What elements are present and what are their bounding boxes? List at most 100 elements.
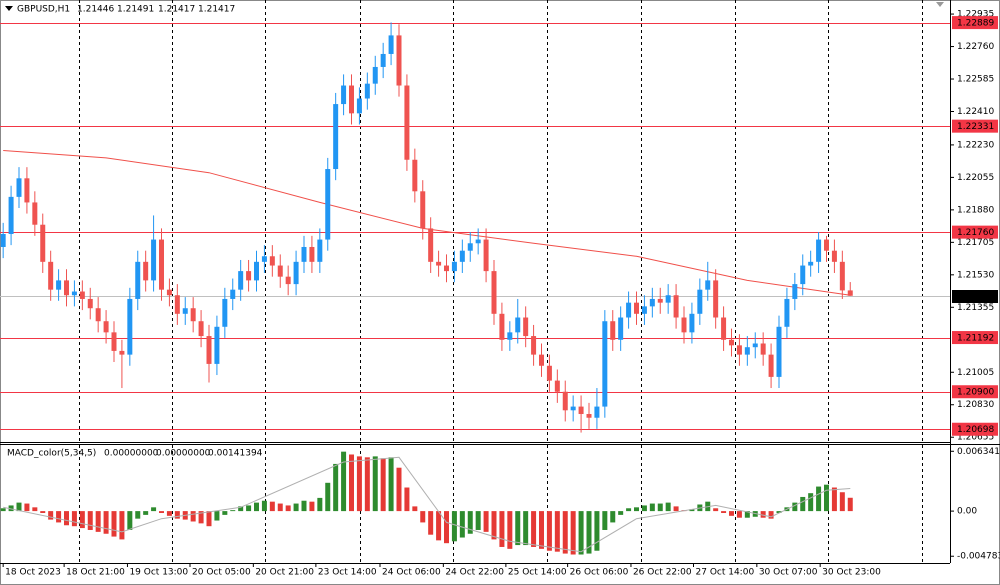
macd-bar — [64, 511, 69, 526]
macd-bar — [317, 497, 323, 512]
candle-body — [64, 280, 69, 296]
candle-body — [831, 250, 837, 262]
ohlc-value: 1.21417 — [158, 5, 195, 15]
y-tick-label: 0.00 — [957, 507, 977, 517]
macd-bar — [380, 458, 386, 512]
macd-bar — [95, 511, 101, 532]
macd-bar — [206, 511, 212, 527]
candle-body — [111, 332, 117, 351]
macd-bar — [531, 511, 537, 547]
candle-body — [24, 178, 30, 203]
level-label-box — [952, 16, 998, 30]
y-tick-label: -0.0047830 — [957, 552, 1000, 562]
candle-body — [713, 280, 719, 318]
macd-bar — [824, 484, 829, 512]
candle-body — [641, 306, 647, 314]
y-tick-label: 1.22230 — [957, 140, 994, 150]
candle-body — [166, 289, 172, 296]
candle-body — [760, 343, 766, 355]
macd-bar — [293, 503, 299, 512]
candle-body — [32, 202, 38, 225]
macd-bar — [71, 511, 77, 527]
candle-body — [752, 343, 758, 348]
ohlc-value: 1.21446 — [77, 5, 114, 15]
candle-body — [269, 256, 275, 266]
candle-body — [79, 291, 85, 299]
y-tick-label: 1.22410 — [957, 107, 994, 117]
candle-body — [404, 85, 410, 160]
y-tick-label: 1.21705 — [957, 238, 994, 248]
macd-bar — [277, 503, 283, 512]
candle-body — [56, 280, 62, 290]
x-tick-label: 18 Oct 2023 — [5, 568, 61, 578]
candle-body — [697, 289, 703, 314]
macd-bar — [356, 456, 362, 512]
macd-bar — [831, 487, 837, 512]
macd-bar — [0, 508, 6, 512]
x-tick-label: 30 Oct 23:00 — [822, 568, 881, 578]
level-label: 1.22331 — [957, 122, 994, 132]
indicator-readout: 0.00141394 — [208, 449, 263, 459]
macd-bar — [174, 511, 180, 519]
candle-body — [396, 35, 402, 86]
level-label-box — [952, 422, 998, 436]
signal-line — [3, 456, 851, 553]
candle-body — [214, 326, 220, 364]
candle-body — [356, 98, 362, 114]
menu-arrow — [5, 6, 13, 11]
candle-body — [151, 239, 157, 281]
candle-body — [372, 66, 378, 84]
candle-body — [48, 261, 54, 290]
candle-body — [127, 298, 133, 355]
candle-body — [546, 365, 552, 381]
x-tick-label: 30 Oct 07:00 — [759, 568, 818, 578]
candle-body — [523, 317, 529, 337]
macd-bar — [808, 493, 814, 512]
candle-body — [784, 298, 790, 327]
y-tick-label: 1.22055 — [957, 173, 994, 183]
candle-body — [578, 406, 584, 415]
bid-label: 1.21417 — [957, 293, 994, 303]
macd-bar — [111, 511, 117, 537]
x-tick-label: 20 Oct 05:00 — [192, 568, 251, 578]
x-tick-label: 26 Oct 22:00 — [633, 568, 692, 578]
y-tick-label: 1.21005 — [957, 368, 994, 378]
candle-body — [610, 321, 616, 340]
candle-body — [71, 291, 77, 296]
macd-bar — [507, 511, 513, 549]
macd-bar — [673, 506, 679, 512]
level-label: 1.20698 — [957, 425, 994, 435]
macd-bar — [16, 502, 22, 512]
y-tick-label: 0.0063413 — [957, 447, 1000, 457]
macd-bar — [483, 511, 489, 532]
macd-bar — [269, 501, 275, 512]
candle-body — [729, 339, 734, 346]
macd-bar — [214, 511, 220, 521]
macd-bar — [24, 503, 30, 512]
macd-bar — [222, 511, 228, 515]
macd-bar — [119, 511, 125, 540]
candle-body — [349, 85, 354, 114]
macd-bar — [40, 511, 46, 513]
level-label: 1.21760 — [957, 228, 994, 238]
candle-body — [428, 228, 434, 262]
macd-bar — [721, 511, 727, 513]
symbol: GBPUSD,H1 — [17, 5, 70, 15]
macd-bar — [546, 511, 552, 551]
macd-bar — [246, 505, 252, 512]
candle-body — [285, 276, 291, 285]
macd-bar — [309, 501, 315, 512]
macd-bar — [372, 456, 378, 512]
indicator-title: MACD_color(5,34,5) — [7, 449, 96, 459]
ohlc-value: 1.21491 — [117, 5, 154, 15]
macd-bar — [736, 511, 742, 518]
macd-bar — [159, 511, 164, 513]
macd-bar — [127, 511, 133, 530]
candle-body — [222, 298, 228, 327]
macd-bar — [570, 511, 576, 555]
macd-bar — [847, 497, 853, 512]
candle-body — [119, 350, 125, 355]
x-tick-label: 24 Oct 22:00 — [445, 568, 504, 578]
macd-bar — [230, 510, 236, 512]
